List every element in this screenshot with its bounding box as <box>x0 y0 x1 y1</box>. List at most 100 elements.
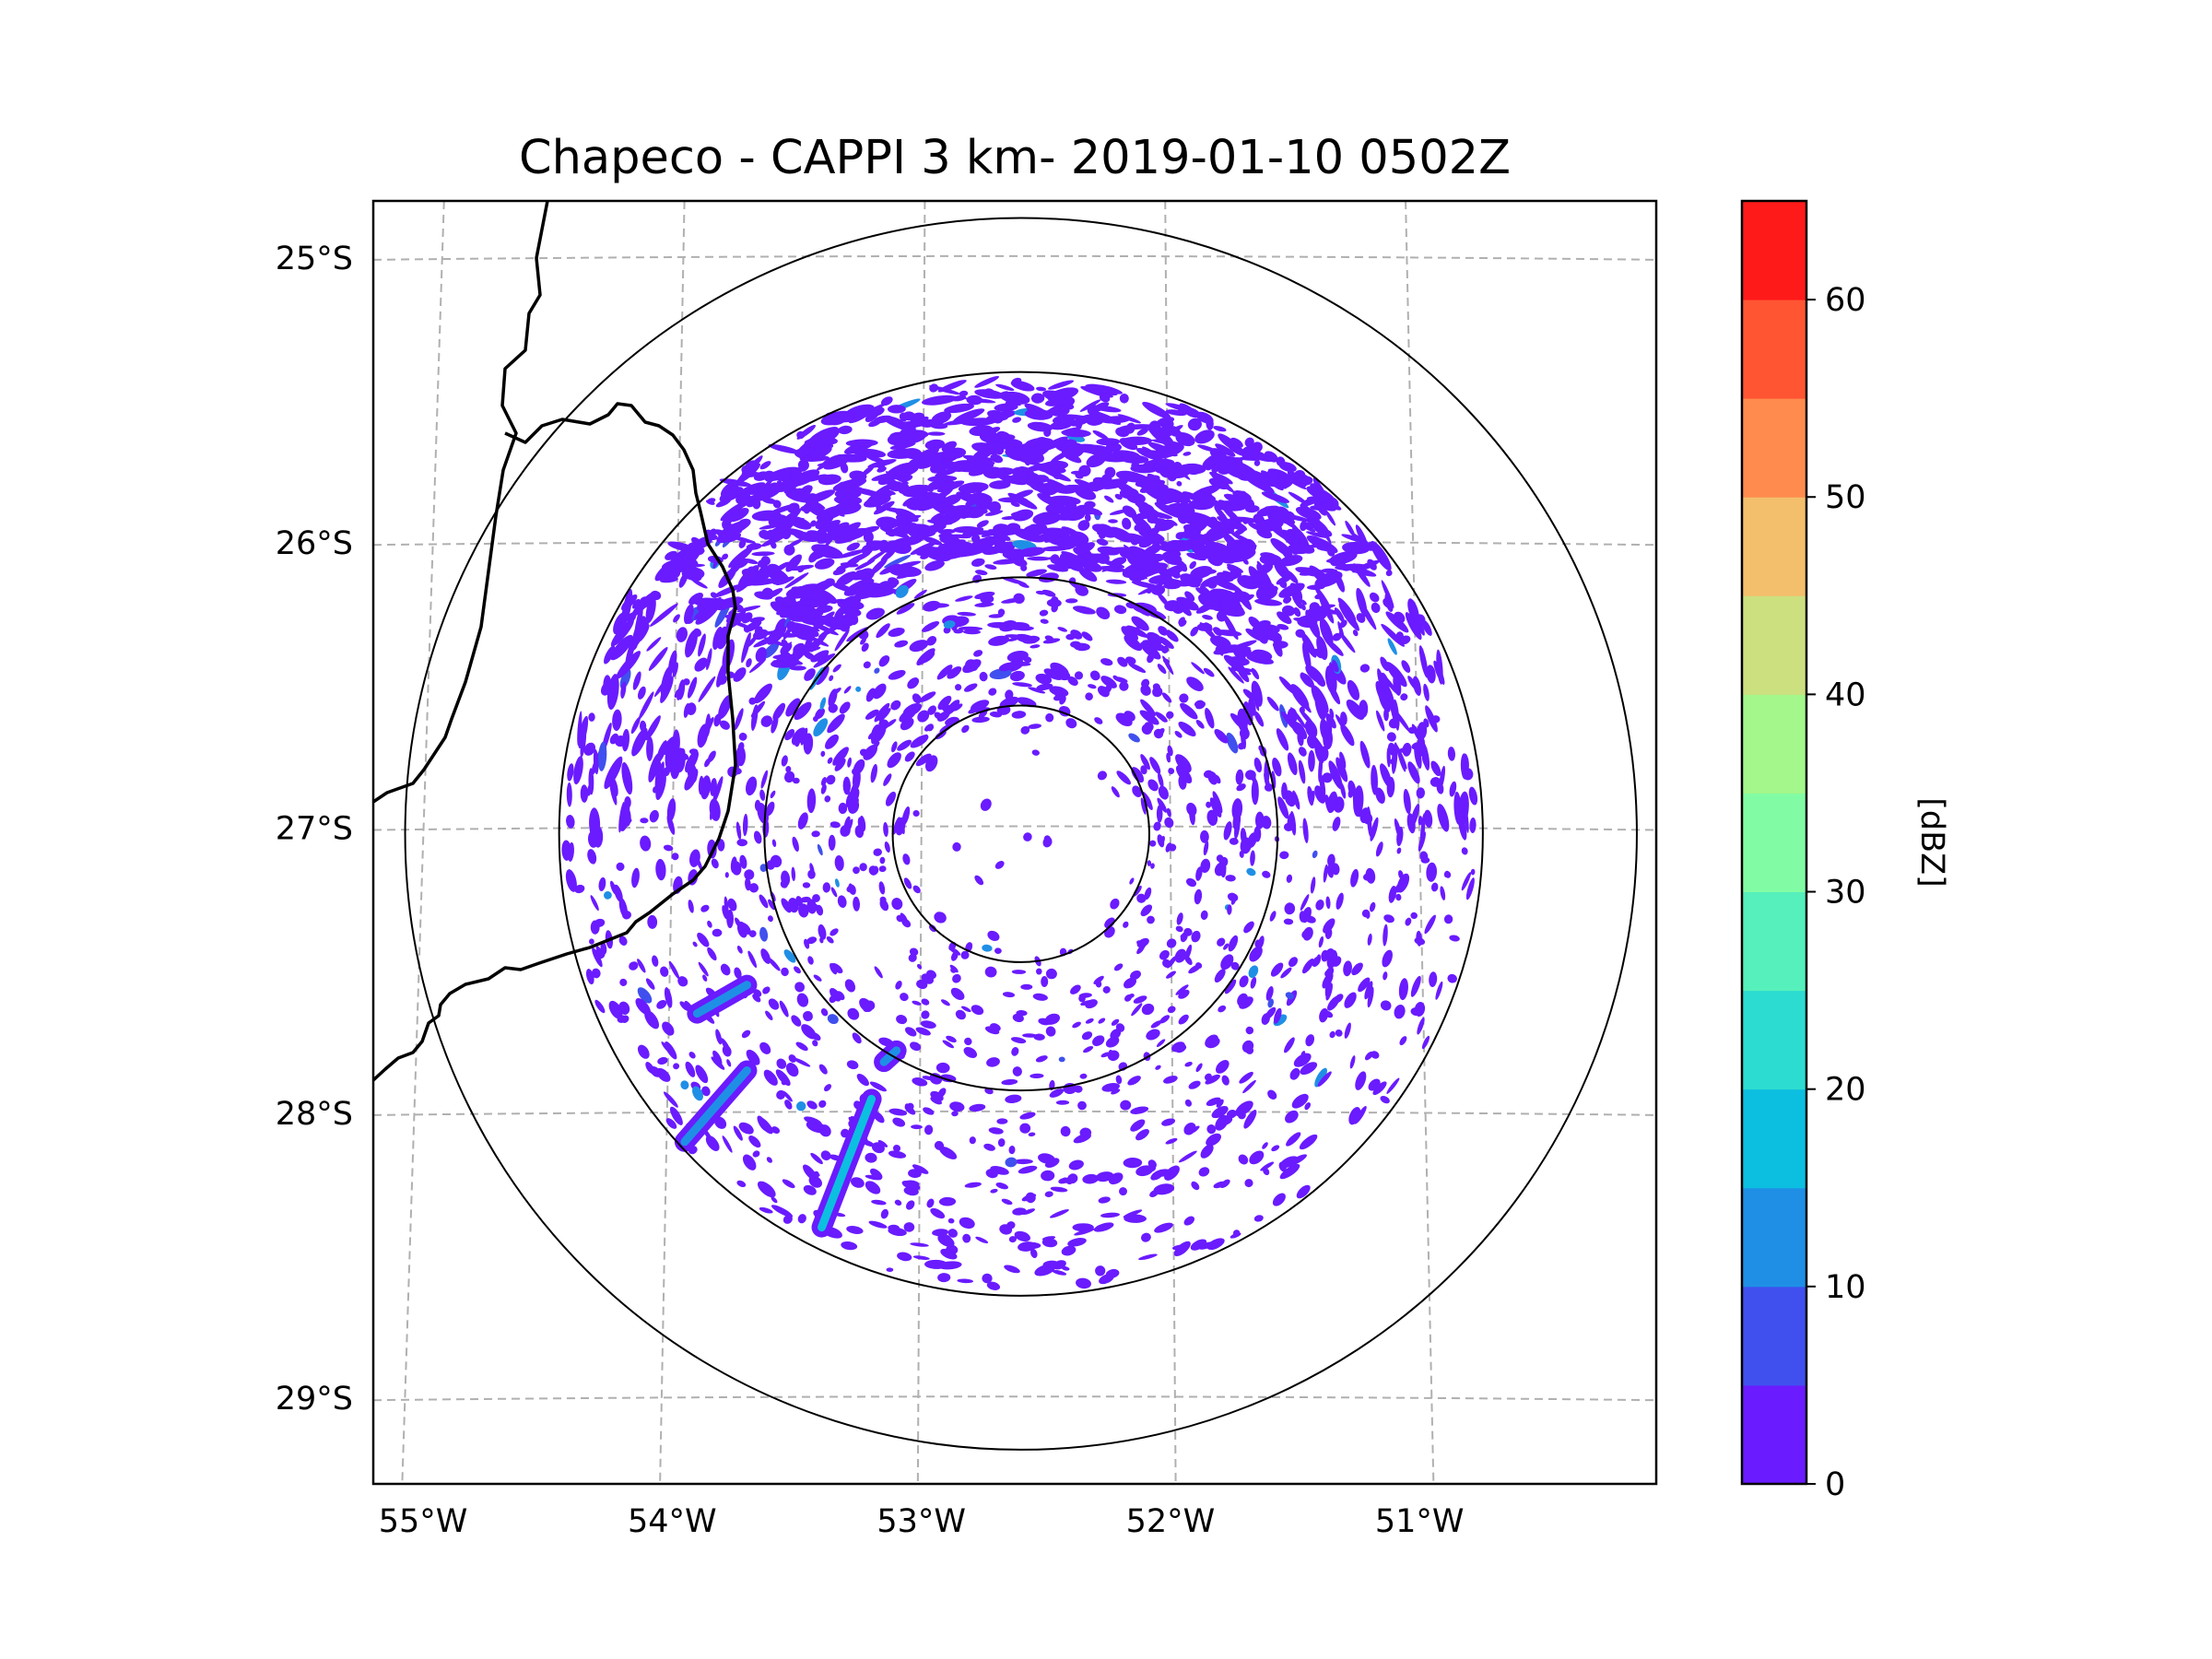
lat-tick-label: 29°S <box>276 1381 353 1418</box>
echo-cell <box>888 577 900 586</box>
colorbar <box>1740 199 1808 1486</box>
echo-cell <box>1167 745 1173 757</box>
echo-cell <box>1123 551 1132 559</box>
echo-cell <box>917 710 930 723</box>
echo-cell <box>617 1015 627 1023</box>
echo-cell <box>1101 1082 1120 1092</box>
echo-cell <box>1183 1216 1195 1226</box>
echo-cell <box>1150 1020 1162 1029</box>
echo-cell <box>727 524 742 534</box>
echo-cell <box>1074 1228 1095 1236</box>
echo-cell <box>1162 489 1173 501</box>
echo-cell <box>800 727 808 746</box>
echo-cell <box>1430 715 1441 724</box>
echo-cell <box>990 453 1004 464</box>
echo-cell <box>752 629 769 641</box>
echo-cell <box>1240 837 1252 854</box>
echo-cell <box>830 928 839 936</box>
echo-cell <box>1370 901 1376 912</box>
echo-cell <box>1238 648 1252 658</box>
echo-cell <box>1306 584 1325 591</box>
echo-cell <box>1262 870 1271 878</box>
echo-cell <box>840 562 859 568</box>
echo-cell <box>745 877 751 891</box>
echo-cell <box>1470 868 1476 876</box>
echo-cell <box>1155 1169 1172 1177</box>
echo-cell <box>1011 1047 1019 1056</box>
echo-cell <box>1176 480 1182 487</box>
echo-cell <box>1053 696 1061 701</box>
echo-cell <box>1050 1186 1068 1193</box>
echo-cell <box>1369 592 1380 603</box>
echo-cell <box>1388 718 1400 729</box>
echo-cell <box>980 798 992 811</box>
echo-cell <box>1041 460 1069 471</box>
echo-cell <box>990 1188 998 1194</box>
echo-cell <box>1045 533 1072 549</box>
echo-cell <box>1310 504 1332 511</box>
echo-cell <box>1293 606 1301 618</box>
echo-cell <box>1021 1241 1041 1250</box>
echo-cell <box>806 1100 818 1110</box>
echo-cell <box>860 637 866 645</box>
echo-cell <box>746 1049 760 1065</box>
echo-cell <box>1345 520 1356 537</box>
echo-cell <box>766 1157 773 1163</box>
echo-cell <box>888 1108 908 1116</box>
echo-cell <box>830 508 845 517</box>
echo-cell <box>1186 802 1197 817</box>
echo-cell <box>1038 1153 1055 1164</box>
echo-cell <box>1279 1163 1300 1180</box>
echo-cell <box>1001 597 1023 604</box>
echo-cell <box>684 604 694 625</box>
echo-cell <box>1358 599 1377 630</box>
echo-cell <box>619 978 628 986</box>
echo-cell <box>1371 780 1377 787</box>
echo-cell <box>837 895 847 909</box>
echo-cell <box>930 1207 946 1219</box>
echo-cell <box>879 856 886 865</box>
echo-cell <box>1417 1017 1425 1035</box>
echo-cell <box>1464 803 1469 833</box>
echo-cell <box>923 1107 935 1115</box>
echo-cell <box>959 626 983 631</box>
echo-cell <box>888 416 906 427</box>
echo-cell <box>940 999 950 1006</box>
echo-cell <box>1332 632 1342 641</box>
echo-cell <box>1335 563 1368 571</box>
echo-cell <box>1274 560 1291 581</box>
echo-cell <box>736 1180 747 1188</box>
echo-cell <box>1098 1018 1106 1024</box>
echo-cell <box>791 727 806 746</box>
echo-cell <box>1228 935 1239 952</box>
echo-cell <box>1157 664 1167 675</box>
latitude-ticks: 25°S26°S27°S28°S29°S <box>276 241 353 1418</box>
echo-cell <box>645 978 655 990</box>
lon-gridline <box>1164 201 1177 1484</box>
echo-cell <box>1349 1055 1356 1069</box>
echo-cell <box>806 489 836 503</box>
echo-cell <box>691 579 708 589</box>
echo-cell <box>1012 1066 1022 1077</box>
echo-cell <box>865 607 885 620</box>
echo-cell <box>631 727 648 757</box>
echo-cell <box>1216 610 1227 622</box>
echo-cell <box>1176 596 1199 611</box>
echo-cell <box>919 691 936 702</box>
echo-cell <box>1277 796 1289 819</box>
echo-cell <box>924 1259 948 1269</box>
echo-cell <box>984 564 997 570</box>
echo-cell <box>1302 641 1312 672</box>
echo-cell <box>1202 606 1233 610</box>
echo-cell <box>984 510 1004 516</box>
echo-cell <box>1174 948 1187 963</box>
echo-cell <box>621 728 629 752</box>
echo-cell <box>763 1069 778 1086</box>
echo-cell <box>1238 742 1245 750</box>
echo-cell <box>1461 872 1472 891</box>
echo-cell <box>736 839 747 847</box>
echo-cell <box>1180 934 1187 941</box>
echo-cell <box>743 558 759 565</box>
echo-cell <box>759 461 771 470</box>
echo-cell <box>724 872 729 878</box>
